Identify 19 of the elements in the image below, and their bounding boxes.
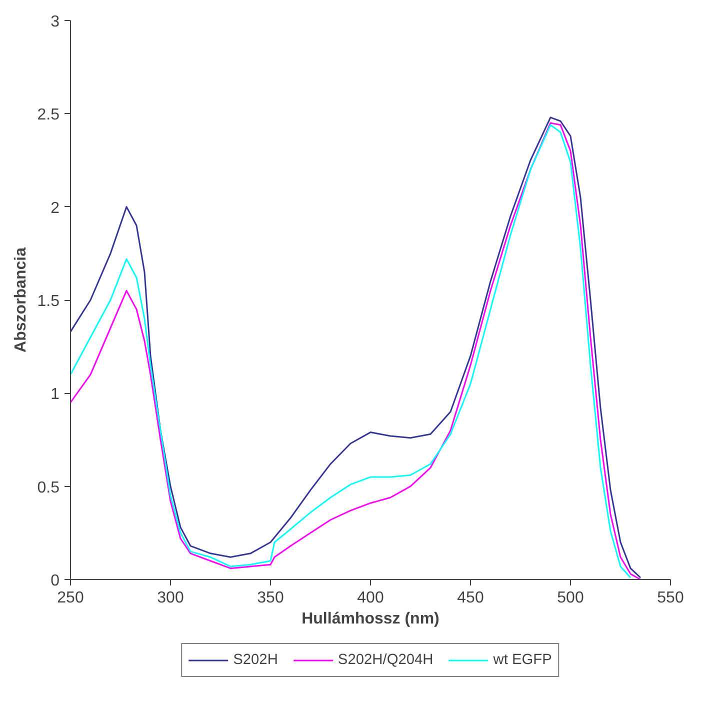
x-tick-label: 400 [357, 590, 384, 606]
legend-label: S202H [233, 652, 278, 668]
y-tick-label: 3 [50, 14, 60, 30]
legend-label: S202H/Q204H [338, 652, 434, 668]
y-axis-title: Abszorbancia [12, 247, 30, 352]
x-tick-label: 300 [157, 590, 184, 606]
y-tick-label: 0 [50, 572, 60, 590]
x-tick-label: 500 [557, 590, 584, 606]
y-tick-label: 2.5 [37, 106, 60, 124]
y-tick-label: 0.5 [37, 479, 60, 496]
x-tick-label: 550 [657, 590, 684, 606]
y-tick-label: 1 [50, 386, 60, 404]
x-tick-label: 350 [257, 590, 284, 606]
y-tick-label: 2 [50, 200, 60, 217]
x-tick-label: 250 [57, 590, 84, 606]
legend-label: wt EGFP [493, 652, 552, 668]
x-axis-title: Hullámhossz (nm) [302, 610, 440, 628]
x-tick-label: 450 [457, 590, 484, 606]
y-tick-label: 1.5 [37, 293, 60, 310]
